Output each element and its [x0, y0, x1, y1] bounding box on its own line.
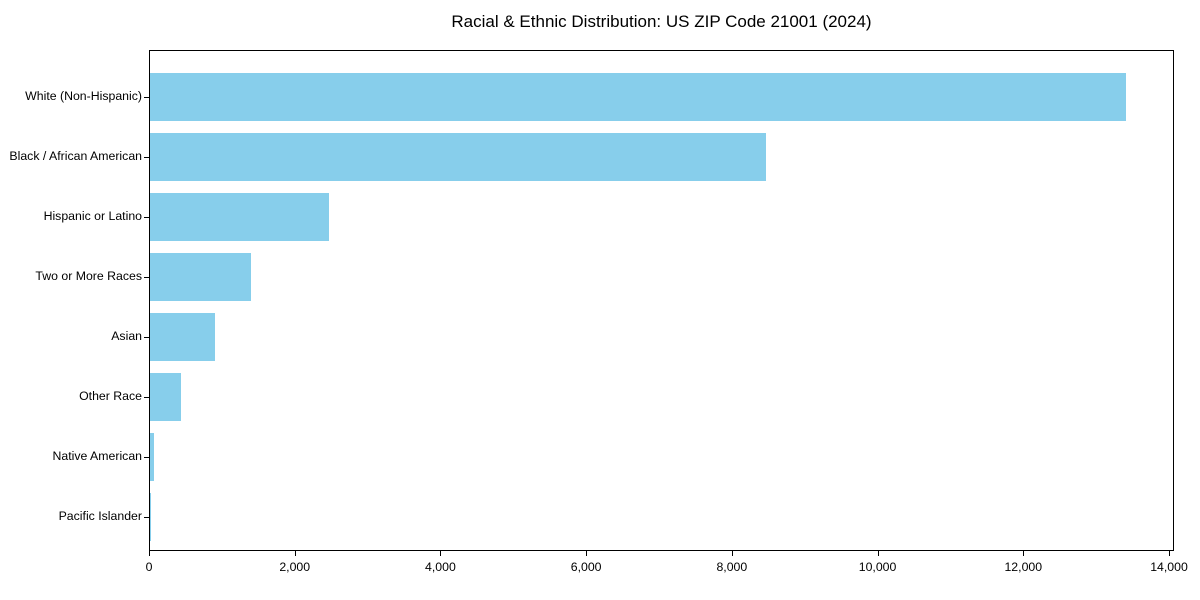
- bar-two-or-more-races: [150, 253, 252, 301]
- x-tick-mark: [1169, 551, 1170, 556]
- x-tick-label-6-000: 6,000: [570, 560, 602, 574]
- y-tick-mark: [144, 157, 149, 158]
- bar-other-race: [150, 373, 182, 421]
- plot-area: [149, 50, 1174, 551]
- y-tick-label-asian: Asian: [111, 329, 142, 343]
- y-tick-mark: [144, 397, 149, 398]
- y-tick-label-white-non-hispanic: White (Non-Hispanic): [25, 89, 142, 103]
- y-tick-label-pacific-islander: Pacific Islander: [58, 509, 142, 523]
- x-tick-mark: [731, 551, 733, 556]
- bar-pacific-islander: [150, 493, 151, 541]
- y-tick-label-native-american: Native American: [52, 449, 142, 463]
- y-tick-mark: [144, 517, 149, 518]
- y-tick-label-other-race: Other Race: [79, 389, 142, 403]
- x-tick-label-10-000: 10,000: [858, 560, 897, 574]
- x-tick-mark: [294, 551, 296, 556]
- y-tick-mark: [144, 277, 149, 278]
- y-tick-label-hispanic-or-latino: Hispanic or Latino: [43, 209, 142, 223]
- y-tick-mark: [144, 97, 149, 98]
- bar-hispanic-or-latino: [150, 193, 330, 241]
- y-tick-mark: [144, 337, 149, 338]
- x-tick-mark: [440, 551, 442, 556]
- y-tick-mark: [144, 457, 149, 458]
- bar-native-american: [150, 433, 154, 481]
- x-tick-label-8-000: 8,000: [716, 560, 748, 574]
- chart-title: Racial & Ethnic Distribution: US ZIP Cod…: [451, 12, 872, 31]
- x-tick-mark: [149, 551, 150, 556]
- x-tick-label-12-000: 12,000: [1004, 560, 1043, 574]
- bar-black-african-american: [150, 133, 766, 181]
- x-tick-label-4-000: 4,000: [425, 560, 456, 574]
- x-tick-label-14-000: 14,000: [1150, 560, 1188, 574]
- x-tick-mark: [586, 551, 588, 556]
- y-tick-mark: [144, 217, 149, 218]
- bar-asian: [150, 313, 215, 361]
- bar-white-non-hispanic: [150, 73, 1127, 121]
- y-tick-label-two-or-more-races: Two or More Races: [35, 269, 142, 283]
- x-tick-mark: [877, 551, 879, 556]
- x-tick-label-2-000: 2,000: [279, 560, 311, 574]
- x-tick-mark: [1023, 551, 1025, 556]
- y-tick-label-black-african-american: Black / African American: [9, 149, 142, 163]
- x-tick-label-0: 0: [145, 560, 153, 574]
